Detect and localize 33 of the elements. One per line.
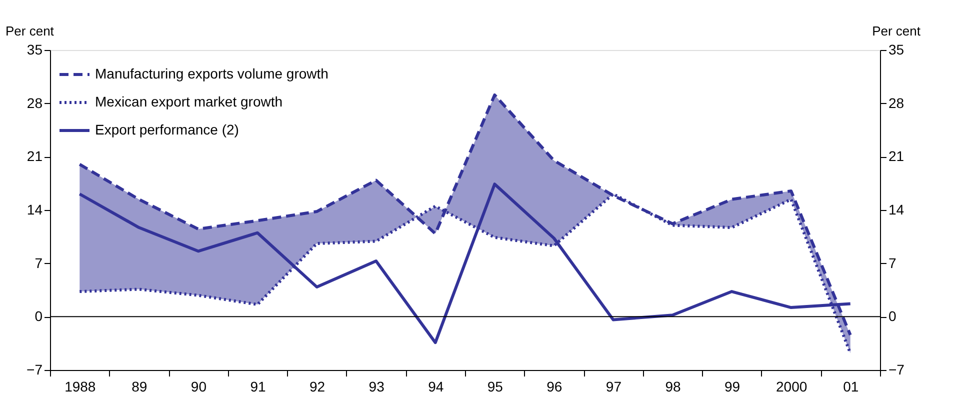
legend-label: Export performance (2) bbox=[95, 122, 239, 138]
x-tick-label: 90 bbox=[190, 378, 207, 394]
y2-tick-label: 7 bbox=[888, 254, 896, 271]
y-tick-label: 35 bbox=[26, 42, 43, 58]
y2-tick-label: 14 bbox=[888, 202, 904, 218]
y2-tick-label: 35 bbox=[888, 42, 904, 58]
legend-label: Manufacturing exports volume growth bbox=[95, 66, 328, 82]
x-tick-label: 91 bbox=[250, 378, 266, 394]
y-tick-label: 28 bbox=[26, 94, 43, 111]
x-tick-label: 99 bbox=[724, 378, 740, 394]
y2-tick-label: 28 bbox=[888, 94, 904, 111]
x-tick-label: 92 bbox=[309, 378, 326, 394]
y2-tick-label: 21 bbox=[888, 148, 904, 164]
y-tick-label: 7 bbox=[34, 254, 43, 271]
x-tick-label: 98 bbox=[665, 378, 681, 394]
x-tick-label: 2000 bbox=[776, 378, 808, 394]
x-tick-label: 89 bbox=[132, 378, 148, 394]
x-tick-label: 93 bbox=[368, 378, 385, 394]
x-tick-label: 01 bbox=[843, 378, 859, 394]
y2-axis-title: Per cent bbox=[872, 24, 921, 38]
x-tick-label: 94 bbox=[428, 378, 444, 394]
y2-tick-label: −7 bbox=[888, 362, 905, 378]
legend-label: Mexican export market growth bbox=[95, 94, 283, 110]
y-tick-label: 21 bbox=[26, 148, 43, 164]
y2-tick-label: 0 bbox=[888, 308, 896, 324]
x-tick-label: 97 bbox=[606, 378, 622, 394]
x-tick-label: 1988 bbox=[64, 378, 96, 394]
y-tick-label: 14 bbox=[26, 202, 43, 218]
y-axis-title: Per cent bbox=[6, 24, 54, 38]
x-tick-label: 96 bbox=[546, 378, 562, 394]
y-tick-label: −7 bbox=[26, 362, 43, 378]
y-tick-label: 0 bbox=[34, 308, 43, 324]
x-tick-label: 95 bbox=[487, 378, 504, 394]
